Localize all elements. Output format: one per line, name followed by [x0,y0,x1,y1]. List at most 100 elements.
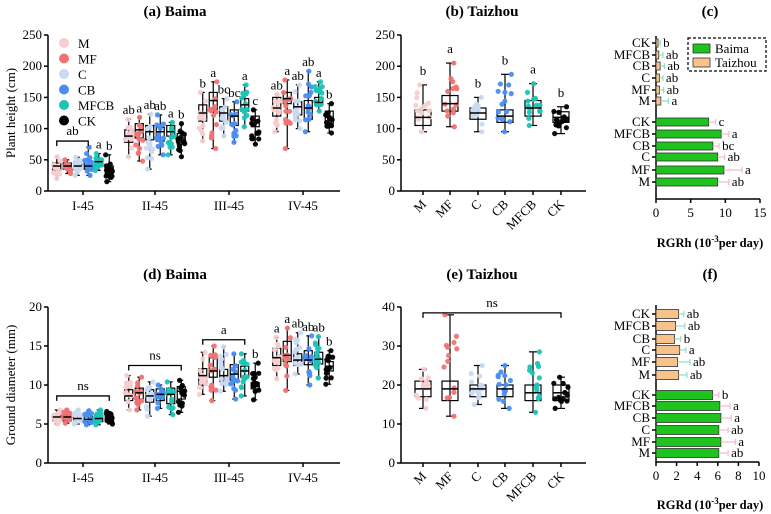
box-MFCB-point [169,388,176,395]
box-CB-point [495,88,501,94]
significance-letter: bc [228,85,241,100]
box-MFCB-point [526,367,533,373]
box-MF-point [283,357,289,363]
box-M-point [274,376,280,382]
box-MFCB-point [241,124,247,130]
box-MFCB-point [168,134,174,140]
significance-bracket [56,140,89,147]
bar-baima-mf [655,437,722,447]
box-MF-point [213,121,220,128]
y-tick-label: 20 [29,299,42,314]
box-CK-point [324,123,330,129]
x-tick-label: 15 [754,205,767,220]
box-CK-point [178,154,185,160]
box-C-point [222,118,229,124]
box-MFCB-point [318,95,325,102]
box-MF-point [282,77,288,83]
box-MFCB-point [315,334,321,340]
box-CK-point [109,419,115,425]
box-MF-point [283,363,290,369]
panel-b-title: (b) Taizhou [446,4,519,20]
box-MF-point [62,420,68,426]
box-CK-point [178,121,185,127]
y-tick-label: 50 [29,152,42,167]
y-tick-label: M [638,93,650,108]
legend-label: C [78,67,87,82]
significance-letter: b [475,75,482,90]
box-M-point [421,366,427,372]
box-C-point [471,401,477,408]
significance-letter: a [284,63,290,78]
box-M-point [275,341,281,347]
box-MFCB-point [534,382,540,388]
significance-bracket [56,395,110,401]
box-MFCB-point [537,108,543,114]
box-C-point [148,155,155,162]
box-MF-point [283,103,289,109]
significance-bracket [202,339,246,345]
significance-letter: ab [292,316,304,331]
box-MF-point [134,407,140,413]
box-M-point [197,89,203,96]
y-tick-label: M [638,367,650,382]
box-MF-point [443,342,450,349]
box-MF-point [140,158,146,164]
box-C-point [77,158,83,164]
x-tick-label: MFCB [503,196,539,232]
box-MF-point [453,333,460,339]
box-MF-point [451,339,457,346]
significance-letter: a [745,162,751,177]
box-MFCB-point [525,98,531,104]
box-MFCB-point [315,346,321,352]
box-MFCB-point [164,390,170,396]
significance-letter: a [732,126,738,141]
box-CB-point [157,123,163,129]
box-MF-point [445,352,452,359]
box-C-point [223,351,229,358]
box-C-point [297,126,303,132]
box-CK-point [182,141,188,147]
y-tick-label: 150 [23,89,43,104]
significance-letter: b [558,85,565,100]
box-CK-point [252,141,258,147]
box-C-point [143,404,150,410]
significance-letter: a [734,410,740,425]
box-CB-point [85,157,91,163]
box-C-point [144,413,151,419]
box-MFCB-point [315,375,321,381]
box-CB-point [230,376,236,382]
significance-letter: c [719,114,725,129]
box-MF-point [213,145,219,152]
significance-letter: a [738,434,744,449]
box-CB-point [160,152,166,158]
box-M-point [123,136,129,143]
x-tick-label: CK [544,468,568,492]
panel-c-title: (c) [702,4,719,20]
box-C-point [147,397,153,403]
significance-letter: a [530,62,536,77]
bar-taizhou-m [655,96,662,106]
box-M-point [425,375,431,381]
y-tick-label: 250 [376,27,396,42]
box-MF-point [136,145,143,151]
legend-marker-ck [59,115,69,126]
bar-taizhou-mfcb [655,321,676,331]
box-M-point [419,105,425,111]
box-M-point [54,175,60,182]
y-tick-label: 0 [389,183,396,198]
box-CB-point [155,400,161,406]
box-MF-point [214,79,220,85]
box-CK-point [560,118,566,124]
y-tick-label: MFCB [614,318,650,333]
box-MFCB-point [241,115,247,121]
box-MFCB-point [533,102,539,108]
significance-letter: ab [271,77,283,92]
box-CB-point [501,129,508,135]
box-C-point [223,381,229,388]
box-CB-point [502,362,508,369]
box-MF-point [281,90,287,96]
box-CK-point [179,403,185,409]
box-M-point [197,367,203,374]
box-MFCB-point [169,399,175,405]
box-MF-point [451,389,457,395]
